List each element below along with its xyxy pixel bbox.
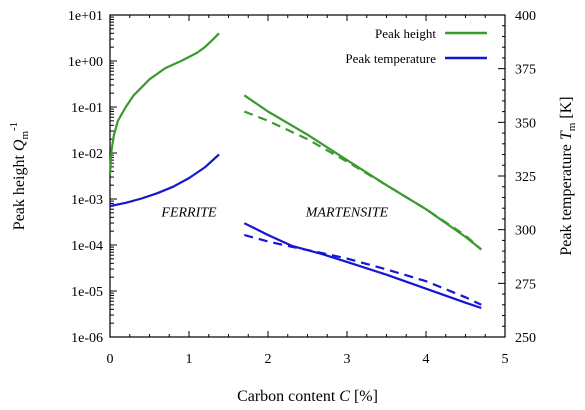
y-right-tick-label: 375 [515,63,536,78]
y-left-tick-label: 1e-05 [71,285,103,300]
series-line-peak-temperature-5 [244,233,482,306]
x-tick-label: 2 [265,352,272,367]
y-left-tick-label: 1e-04 [71,239,103,254]
y-right-tick-label: 250 [515,331,536,346]
x-tick-label: 5 [502,352,509,367]
legend-label-0: Peak height [375,26,436,41]
y-left-tick-label: 1e-02 [71,147,103,162]
y-left-axis-title: Peak height Qm-1 [8,122,31,230]
y-left-tick-label: 1e+01 [68,9,103,24]
legend-label-1: Peak temperature [345,51,436,66]
y-right-tick-label: 350 [515,116,536,131]
series-line-peak-temperature-4 [243,222,482,310]
y-right-tick-label: 325 [515,170,536,185]
x-tick-label: 3 [344,352,351,367]
series-line-peak-height-0 [108,32,220,175]
series-line-peak-height-2 [243,110,483,251]
series-line-peak-height-1 [243,94,482,251]
x-tick-label: 4 [423,352,430,367]
series-line-peak-temperature-3 [109,153,220,208]
y-right-tick-label: 300 [515,224,536,239]
x-axis-title: Carbon content C [%] [237,388,378,405]
y-left-tick-label: 1e-01 [71,101,103,116]
plot-frame [109,14,506,338]
x-tick-label: 0 [107,352,114,367]
x-tick-label: 1 [186,352,193,367]
annotation-martensite: MARTENSITE [305,206,389,221]
axis-labels: Carbon content C [%] Peak height Qm-1 Peak… [8,96,578,405]
ticks: 0 1 2 3 4 5 1e-06 1e-05 1e-04 1e-03 1e-02 1e-01 1e+0… [68,9,536,367]
y-left-tick-label: 1e-06 [71,331,103,346]
legend: Peak height Peak temperature [345,26,487,66]
series-lines [108,32,483,310]
y-left-tick-label: 1e+00 [68,55,103,70]
plot-area-border [109,14,506,338]
y-right-tick-label: 400 [515,9,536,24]
y-right-axis-title: Peak temperature Tm [K] [558,96,578,255]
y-right-tick-label: 275 [515,277,536,292]
y-left-tick-label: 1e-03 [71,193,103,208]
annotation-ferrite: FERRITE [160,206,217,221]
